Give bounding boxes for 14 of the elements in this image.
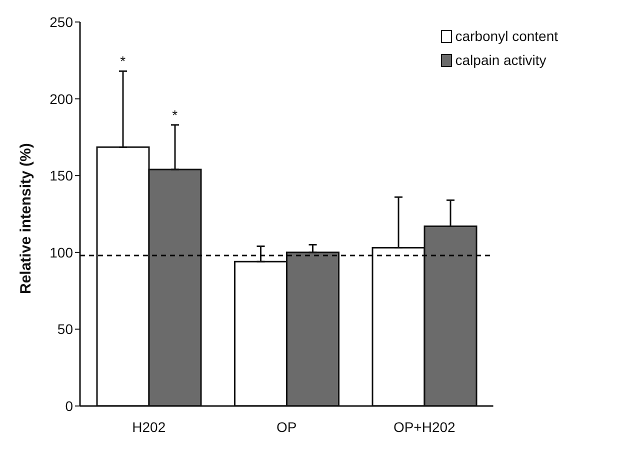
x-tick-label: H202 [132, 418, 166, 435]
annotation: * [172, 106, 178, 123]
legend-label: calpain activity [455, 52, 546, 68]
y-axis-title: Relative intensity (%) [17, 143, 34, 294]
y-tick-label: 0 [65, 398, 74, 414]
y-tick-label: 50 [57, 321, 74, 338]
y-tick-label: 100 [50, 244, 74, 260]
x-tick-label: OP+H202 [393, 418, 456, 435]
x-tick-label: OP [276, 418, 297, 435]
legend-label: carbonyl content [455, 28, 558, 44]
y-tick-label: 150 [50, 168, 74, 184]
y-tick-label: 200 [50, 90, 74, 107]
annotation: * [120, 53, 126, 70]
y-tick-label: 250 [50, 14, 74, 30]
